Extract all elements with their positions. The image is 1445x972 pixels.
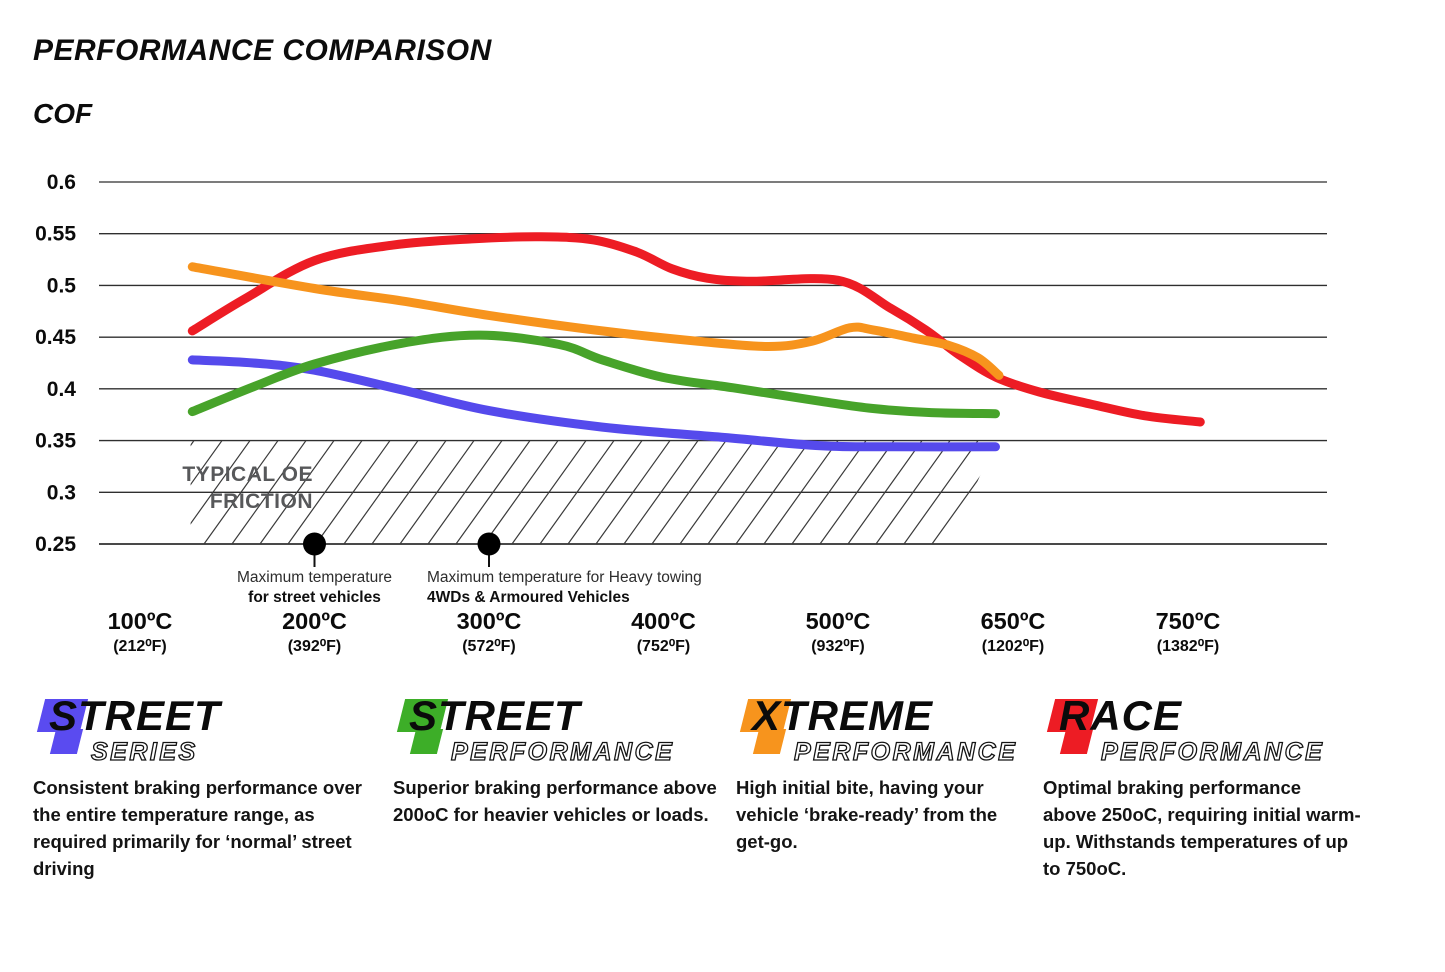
xtreme-performance-description: High initial bite, having your vehicle ‘… [736, 777, 998, 852]
xtreme-performance-logo-word2: PERFORMANCE [793, 737, 1018, 766]
marker-label-line2: 4WDs & Armoured Vehicles [427, 589, 630, 606]
svg-text:(212⁰F): (212⁰F) [113, 638, 167, 655]
svg-text:(1202⁰F): (1202⁰F) [982, 638, 1044, 655]
x-tick-label: 300ºC (572⁰F) [457, 608, 522, 655]
xtreme-performance-logo-word1: XTREME [752, 692, 934, 739]
y-tick-label: 0.55 [35, 223, 76, 246]
y-tick-label: 0.45 [35, 326, 76, 349]
svg-text:(932⁰F): (932⁰F) [811, 638, 865, 655]
typical-oe-friction-hatch [190, 440, 996, 544]
marker-dot-300 [477, 532, 501, 556]
x-tick-label: 400ºC (752⁰F) [631, 608, 696, 655]
typical-oe-friction-label: TYPICAL OE [182, 463, 313, 486]
street-series-logo-word1: STREET [49, 692, 221, 739]
race-performance-logo-word1: RACE [1059, 692, 1183, 739]
y-tick-label: 0.5 [47, 274, 77, 297]
legend-street-series: STREET SERIES Consistent braking perform… [33, 692, 393, 956]
legend-race-performance: RACE PERFORMANCE Optimal braking perform… [1043, 692, 1413, 956]
street-performance-logo: STREET PERFORMANCE [393, 692, 733, 767]
y-tick-label: 0.6 [47, 171, 76, 194]
series-line-xtreme-performance [187, 262, 1004, 380]
y-axis-title: COF [33, 98, 93, 129]
xtreme-performance-logo: XTREME PERFORMANCE [736, 692, 1036, 767]
race-performance-logo-word2: PERFORMANCE [1100, 737, 1325, 766]
svg-text:400ºC: 400ºC [631, 608, 696, 634]
street-performance-logo-word2: PERFORMANCE [450, 737, 675, 766]
marker-label-line1: Maximum temperature for Heavy towing [427, 569, 702, 586]
street-series-logo-word2: SERIES [90, 737, 198, 766]
svg-text:(1382⁰F): (1382⁰F) [1157, 638, 1219, 655]
y-tick-label: 0.25 [35, 533, 76, 556]
street-performance-logo-word1: STREET [409, 692, 581, 739]
x-tick-label: 200ºC (392⁰F) [282, 608, 347, 655]
series-line-race-performance [187, 232, 1205, 427]
marker-label-line2: for street vehicles [248, 589, 381, 606]
y-tick-label: 0.4 [47, 378, 77, 401]
y-tick-label: 0.35 [35, 430, 76, 453]
svg-text:300ºC: 300ºC [457, 608, 522, 634]
svg-text:650ºC: 650ºC [981, 608, 1046, 634]
legend-xtreme-performance: XTREME PERFORMANCE High initial bite, ha… [736, 692, 1036, 956]
svg-text:(572⁰F): (572⁰F) [462, 638, 516, 655]
svg-text:(392⁰F): (392⁰F) [288, 638, 342, 655]
page-title: PERFORMANCE COMPARISON [33, 34, 492, 67]
race-performance-logo: RACE PERFORMANCE [1043, 692, 1413, 767]
legend-street-performance: STREET PERFORMANCE Superior braking perf… [393, 692, 733, 956]
x-tick-label: 100ºC (212⁰F) [108, 608, 173, 655]
svg-text:100ºC: 100ºC [108, 608, 173, 634]
series-line-street-series [187, 355, 1000, 452]
svg-text:750ºC: 750ºC [1156, 608, 1221, 634]
x-tick-label: 500ºC (932⁰F) [806, 608, 871, 655]
marker-label-line1: Maximum temperature [237, 569, 392, 586]
street-series-logo: STREET SERIES [33, 692, 393, 767]
svg-text:500ºC: 500ºC [806, 608, 871, 634]
street-performance-description: Superior braking performance above 200oC… [393, 777, 717, 825]
street-series-description: Consistent braking performance over the … [33, 777, 362, 879]
svg-text:(752⁰F): (752⁰F) [637, 638, 691, 655]
x-tick-label: 750ºC (1382⁰F) [1156, 608, 1221, 655]
svg-text:200ºC: 200ºC [282, 608, 347, 634]
series-line-street-performance [187, 330, 1000, 419]
typical-oe-friction-label: FRICTION [210, 490, 313, 513]
marker-dot-200 [303, 532, 326, 556]
x-tick-label: 650ºC (1202⁰F) [981, 608, 1046, 655]
y-tick-label: 0.3 [47, 481, 76, 504]
race-performance-description: Optimal braking performance above 250oC,… [1043, 777, 1361, 879]
